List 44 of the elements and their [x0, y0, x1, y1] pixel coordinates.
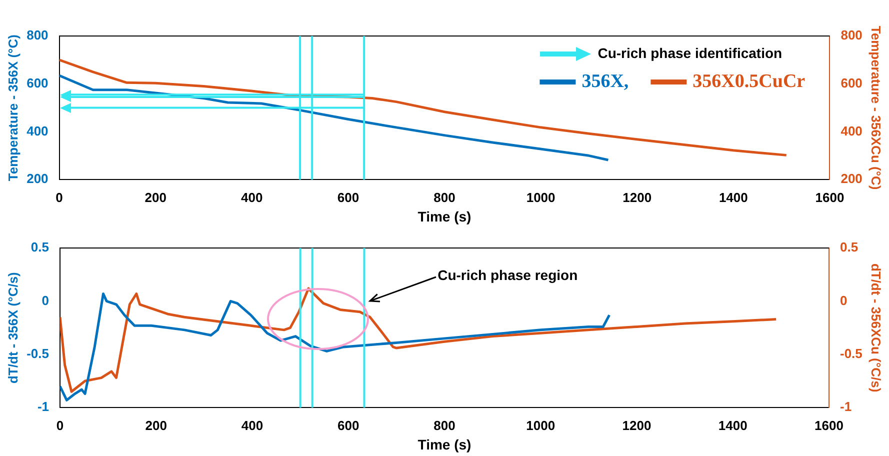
y-tick-label: -1 [37, 399, 49, 414]
y-axis-title: Temperature - 356X (°C) [5, 34, 20, 182]
y-tick-label: 600 [26, 75, 48, 90]
y2-tick-label: -0.5 [840, 346, 862, 361]
x-axis-title: Time (s) [418, 208, 472, 224]
x-tick-label: 1200 [622, 190, 652, 205]
x-axis-title: Time (s) [418, 436, 472, 452]
x-tick-label: 0 [56, 418, 64, 433]
y-tick-label: 0.5 [30, 240, 49, 255]
x-tick-label: 200 [145, 418, 167, 433]
y2-axis-title: Temperature - 356XCu (°C) [868, 26, 884, 190]
y2-tick-label: 0.5 [840, 240, 858, 255]
y-tick-label: 200 [26, 171, 48, 186]
y-tick-label: -0.5 [26, 346, 49, 361]
y2-tick-label: 400 [840, 123, 862, 138]
y2-tick-label: 200 [840, 171, 862, 186]
x-tick-label: 800 [434, 190, 456, 205]
y2-tick-label: 800 [840, 28, 862, 43]
annotation: Cu-rich phase region [438, 267, 578, 284]
y2-tick-label: 600 [840, 75, 862, 90]
x-tick-label: 1600 [814, 418, 844, 433]
x-tick-label: 600 [337, 190, 360, 205]
annotation: Cu-rich phase identification [598, 44, 782, 61]
x-tick-label: 1600 [815, 190, 844, 205]
x-tick-label: 400 [241, 418, 264, 433]
y-axis-title: dT/dt - 356X (°C/s) [5, 272, 20, 384]
y-tick-label: 0 [42, 292, 49, 308]
x-tick-label: 0 [56, 190, 63, 205]
y2-tick-label: 0 [840, 292, 848, 308]
x-tick-label: 200 [144, 190, 166, 205]
y2-tick-label: -1 [840, 399, 852, 414]
legend-label: 356X, [582, 70, 629, 92]
legend-label: 356X0.5CuCr [692, 70, 806, 92]
x-tick-label: 1200 [622, 418, 652, 433]
x-tick-label: 800 [434, 418, 456, 433]
y-tick-label: 800 [26, 28, 48, 43]
x-tick-label: 1000 [526, 418, 556, 433]
y2-axis-title: dT/dt - 356XCu (°C/s) [868, 263, 884, 392]
x-tick-label: 400 [241, 190, 263, 205]
x-tick-label: 600 [338, 418, 360, 433]
x-tick-label: 1400 [718, 190, 748, 205]
x-tick-label: 1400 [718, 418, 748, 433]
x-tick-label: 1000 [526, 190, 556, 205]
y-tick-label: 400 [26, 123, 48, 138]
